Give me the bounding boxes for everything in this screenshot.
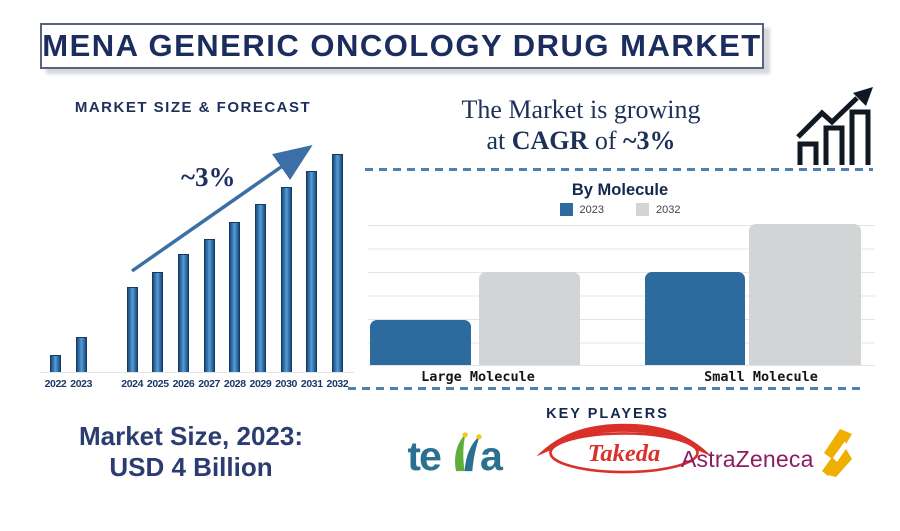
takeda-logo: Takeda bbox=[536, 423, 712, 474]
astrazeneca-wordmark: AstraZeneca bbox=[681, 446, 814, 472]
forecast-bar-2029 bbox=[254, 204, 266, 372]
forecast-bar-2028 bbox=[229, 222, 241, 372]
market-size-line1: Market Size, 2023: bbox=[78, 421, 303, 451]
svg-text:te: te bbox=[408, 433, 441, 475]
forecast-year-label: 2023 bbox=[70, 378, 93, 390]
cagr-annotation: ~3% bbox=[181, 162, 236, 192]
legend-item-2023: 2023 bbox=[559, 203, 604, 216]
dashed-divider-bottom bbox=[348, 387, 862, 390]
category-label-large-molecule: Large Molecule bbox=[421, 369, 535, 385]
molecule-bar-small-molecule-2032 bbox=[749, 224, 861, 365]
forecast-year-label: 2030 bbox=[275, 378, 297, 390]
svg-text:a: a bbox=[480, 433, 504, 475]
legend-swatch-2023 bbox=[559, 203, 573, 216]
market-size-callout: Market Size, 2023: USD 4 Billion bbox=[35, 421, 347, 482]
molecule-bar-large-molecule-2032 bbox=[479, 272, 580, 365]
by-molecule-title: By Molecule bbox=[571, 181, 669, 199]
tagline-line2: at CAGR of ~3% bbox=[486, 126, 676, 156]
forecast-year-label: 2027 bbox=[198, 378, 220, 390]
forecast-bar-2030 bbox=[280, 187, 292, 372]
category-label-small-molecule: Small Molecule bbox=[704, 369, 818, 385]
forecast-bar-chart: 2022 2023 2024 2025 2026 2027 2028 2029 2030 2031… bbox=[40, 130, 354, 390]
cagr-text: CAGR bbox=[511, 126, 589, 156]
market-size-line2: USD 4 Billion bbox=[109, 451, 273, 482]
forecast-year-label: 2024 bbox=[121, 378, 144, 390]
forecast-bar-2023 bbox=[75, 337, 87, 372]
forecast-year-label: 2026 bbox=[172, 378, 195, 390]
forecast-section-title: MARKET SIZE & FORECAST bbox=[74, 99, 312, 116]
by-molecule-bar-chart bbox=[368, 224, 875, 366]
forecast-bar-2026 bbox=[178, 254, 189, 372]
title-banner: MENA GENERIC ONCOLOGY DRUG MARKET bbox=[40, 23, 764, 69]
forecast-bar-2031 bbox=[306, 171, 318, 372]
forecast-year-label: 2022 bbox=[44, 378, 67, 390]
tagline-line1: The Market is growing bbox=[461, 95, 701, 124]
forecast-year-label: 2031 bbox=[300, 378, 323, 390]
cagr-value: ~3% bbox=[622, 126, 676, 156]
forecast-bar-2024 bbox=[126, 287, 138, 372]
astrazeneca-logo: AstraZeneca bbox=[681, 427, 852, 477]
legend-label-2032: 2032 bbox=[656, 203, 681, 216]
forecast-year-label: 2029 bbox=[249, 378, 272, 390]
forecast-year-label: 2032 bbox=[326, 378, 349, 390]
forecast-bar-2027 bbox=[203, 239, 215, 372]
tagline: The Market is growing at CAGR of ~3% bbox=[385, 94, 777, 156]
forecast-bar-2032 bbox=[331, 154, 343, 372]
page-title: MENA GENERIC ONCOLOGY DRUG MARKET bbox=[42, 28, 762, 63]
molecule-bar-large-molecule-2023 bbox=[370, 320, 471, 365]
forecast-bar-2022 bbox=[50, 355, 61, 372]
legend-label-2023: 2023 bbox=[579, 203, 604, 216]
by-molecule-legend: 2023 2032 bbox=[485, 203, 755, 216]
teva-logo: te a bbox=[408, 432, 504, 475]
dashed-divider-top bbox=[365, 168, 873, 171]
legend-item-2032: 2032 bbox=[636, 203, 680, 216]
forecast-year-label: 2025 bbox=[146, 378, 169, 390]
growth-chart-icon bbox=[796, 87, 873, 165]
forecast-bar-2025 bbox=[152, 272, 164, 372]
key-players-title: KEY PLAYERS bbox=[546, 406, 669, 422]
svg-text:Takeda: Takeda bbox=[588, 440, 661, 467]
forecast-year-label: 2028 bbox=[223, 378, 246, 390]
molecule-bar-small-molecule-2023 bbox=[645, 272, 745, 365]
legend-swatch-2032 bbox=[636, 203, 649, 216]
astrazeneca-icon bbox=[821, 429, 852, 477]
